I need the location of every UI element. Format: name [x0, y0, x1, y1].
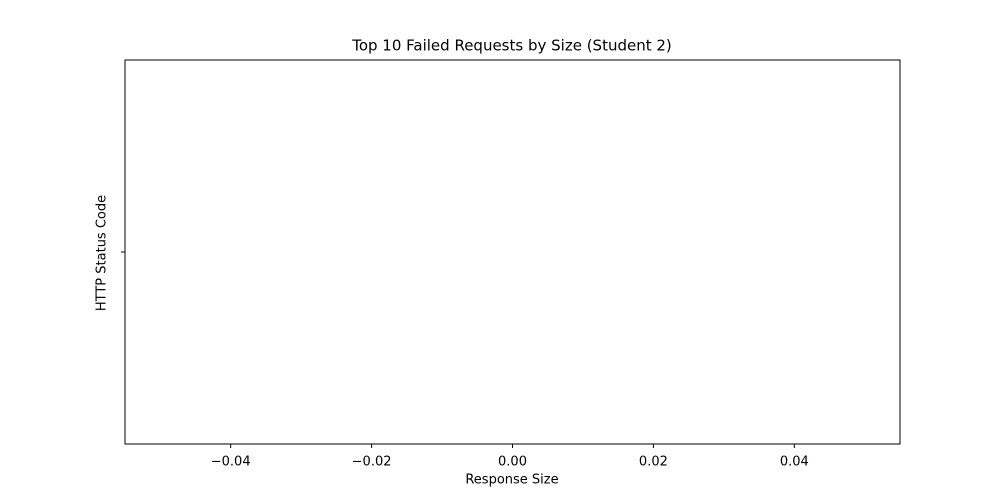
x-tick-label: −0.02	[352, 455, 392, 470]
x-tick-label: 0.00	[498, 455, 527, 470]
x-tick-label: −0.04	[211, 455, 251, 470]
y-axis-label: HTTP Status Code	[95, 195, 110, 311]
x-axis-label: Response Size	[465, 473, 558, 488]
x-tick-label: 0.04	[780, 455, 809, 470]
x-tick-label: 0.02	[639, 455, 668, 470]
chart-title: Top 10 Failed Requests by Size (Student …	[351, 37, 672, 55]
plot-frame	[124, 59, 901, 445]
